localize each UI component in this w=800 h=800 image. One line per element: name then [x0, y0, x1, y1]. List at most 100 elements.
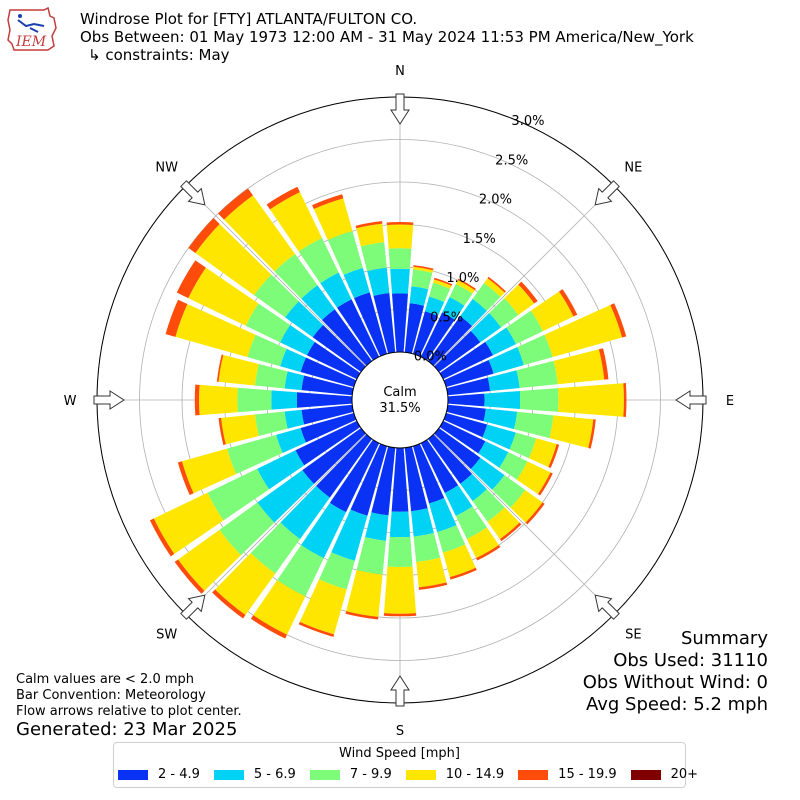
windrose-bar-segment — [306, 341, 361, 380]
windrose-bar-segment — [516, 461, 551, 495]
windrose-bar-segment — [226, 434, 283, 474]
windrose-bar-segment — [254, 274, 299, 318]
windrose-bar-segment — [316, 434, 372, 498]
flow-arrow — [93, 390, 125, 410]
direction-label: NW — [155, 161, 178, 176]
windrose-bar-segment — [413, 265, 434, 271]
obs-without-wind: Obs Without Wind: 0 — [582, 672, 768, 693]
windrose-bar-segment — [487, 507, 520, 540]
windrose-bar-segment — [245, 303, 291, 343]
radial-tick-label: 2.0% — [479, 193, 512, 208]
windrose-bar-segment — [460, 298, 487, 327]
windrose-bar-segment — [299, 579, 347, 635]
windrose-bar-segment — [537, 472, 553, 496]
windrose-bar-segment — [312, 324, 366, 372]
windrose-bar-segment — [442, 544, 476, 578]
windrose-bar-segment — [588, 419, 596, 449]
windrose-bar-segment — [301, 375, 354, 396]
radial-tick-label: 0.0% — [414, 350, 447, 365]
windrose-bar-segment — [250, 522, 301, 574]
axis-labels: N NE E SE S SW W NW 0.0% 0.5% 1.0% 1.5% 2.0% 2.5% 3.0% — [64, 64, 735, 739]
calm-value: 31.5% — [379, 401, 420, 416]
windrose-bar-segment — [149, 518, 175, 557]
windrose-bar-segment — [420, 439, 459, 494]
windrose-bar-segment — [492, 475, 526, 508]
windrose-bar-segment — [300, 357, 357, 388]
obs-period: Obs Between: 01 May 1973 12:00 AM - 31 M… — [80, 28, 694, 46]
flow-arrow — [594, 180, 620, 206]
title-block: Windrose Plot for [FTY] ATLANTA/FULTON C… — [80, 10, 694, 64]
flow-arrow — [180, 594, 206, 620]
legend-swatch — [213, 769, 244, 780]
calm-label: Calm — [383, 385, 416, 400]
windrose-bar-segment — [485, 327, 517, 356]
calm-circle — [351, 351, 449, 449]
windrose-bar-segment — [165, 299, 188, 337]
windrose-bar-segment — [488, 347, 524, 374]
radial-tick-label: 3.0% — [511, 114, 544, 129]
direction-label: E — [726, 394, 734, 409]
windrose-bar-segment — [516, 360, 558, 389]
windrose-bar-segment — [409, 286, 429, 306]
windrose-bar-segment — [284, 409, 305, 429]
direction-arrows — [93, 93, 707, 707]
windrose-bar-segment — [212, 589, 246, 619]
windrose-bar-segment — [428, 434, 473, 484]
grid-spoke — [185, 433, 367, 615]
windrose-bar-segment — [413, 266, 434, 273]
windrose-bar-segment — [285, 301, 324, 338]
direction-label: S — [396, 724, 404, 739]
windrose-bar-segment — [429, 282, 451, 303]
windrose-bar-segment — [181, 448, 237, 494]
windrose-bar-segment — [559, 289, 578, 317]
legend-label: 5 - 6.9 — [253, 767, 296, 782]
windrose-bar-segment — [444, 485, 473, 517]
windrose-bar-segment — [437, 525, 466, 553]
windrose-bar-segment — [329, 439, 380, 513]
direction-label: W — [64, 394, 77, 409]
windrose-bar-segment — [313, 198, 353, 241]
windrose-bar-segment — [499, 452, 528, 480]
windrose-bar-segment — [301, 285, 335, 321]
windrose-bar-segment — [447, 393, 485, 407]
windrose-bar-segment — [439, 341, 494, 380]
legend-title: Wind Speed [mph] — [339, 746, 460, 761]
windrose-bar-segment — [489, 298, 519, 328]
windrose-bar-segment — [472, 489, 505, 522]
legend-label: 2 - 4.9 — [158, 767, 200, 782]
windrose-bar-segment — [446, 404, 486, 422]
windrose-bar-segment — [343, 267, 370, 299]
windrose-bar-segment — [207, 468, 270, 521]
windrose-bar-segment — [386, 221, 414, 225]
windrose-bar-segment — [499, 522, 522, 542]
windrose-bar-segment — [623, 383, 627, 417]
windrose-bar-segment — [404, 446, 428, 512]
windrose-bar-segment — [195, 224, 272, 296]
flow-arrows-note: Flow arrows relative to plot center. — [16, 704, 242, 719]
windrose-bar-segment — [519, 388, 559, 412]
windrose-bar-segment — [350, 443, 388, 516]
windrose-bar-segment — [449, 283, 473, 306]
windrose-bar-segment — [434, 428, 481, 470]
legend-label: 20+ — [670, 767, 699, 782]
windrose-bar-segment — [365, 512, 389, 541]
windrose-bar-segment — [371, 446, 396, 516]
windrose-bar-segment — [424, 296, 445, 316]
windrose-bar-segment — [446, 377, 491, 396]
windrose-bar-segment — [544, 305, 623, 358]
legend-label: 15 - 19.9 — [558, 767, 617, 782]
windrose-bar-segment — [331, 509, 368, 561]
radial-tick-label: 2.5% — [495, 153, 528, 168]
windrose-bar-segment — [449, 567, 477, 580]
windrose-bar-segment — [215, 552, 276, 615]
windrose-bar-segment — [518, 281, 538, 304]
windrose-bar-segment — [478, 441, 509, 468]
windrose-bar-segment — [312, 194, 344, 210]
windrose-bar-segment — [188, 218, 220, 253]
windrose-bar-segment — [390, 268, 410, 294]
windrose-bar-segment — [553, 349, 605, 385]
windrose-bar-segment — [530, 291, 574, 332]
windrose-bar-segment — [416, 557, 447, 588]
windrose-bar-segment — [517, 334, 553, 366]
windrose-bar-segment — [487, 370, 520, 392]
